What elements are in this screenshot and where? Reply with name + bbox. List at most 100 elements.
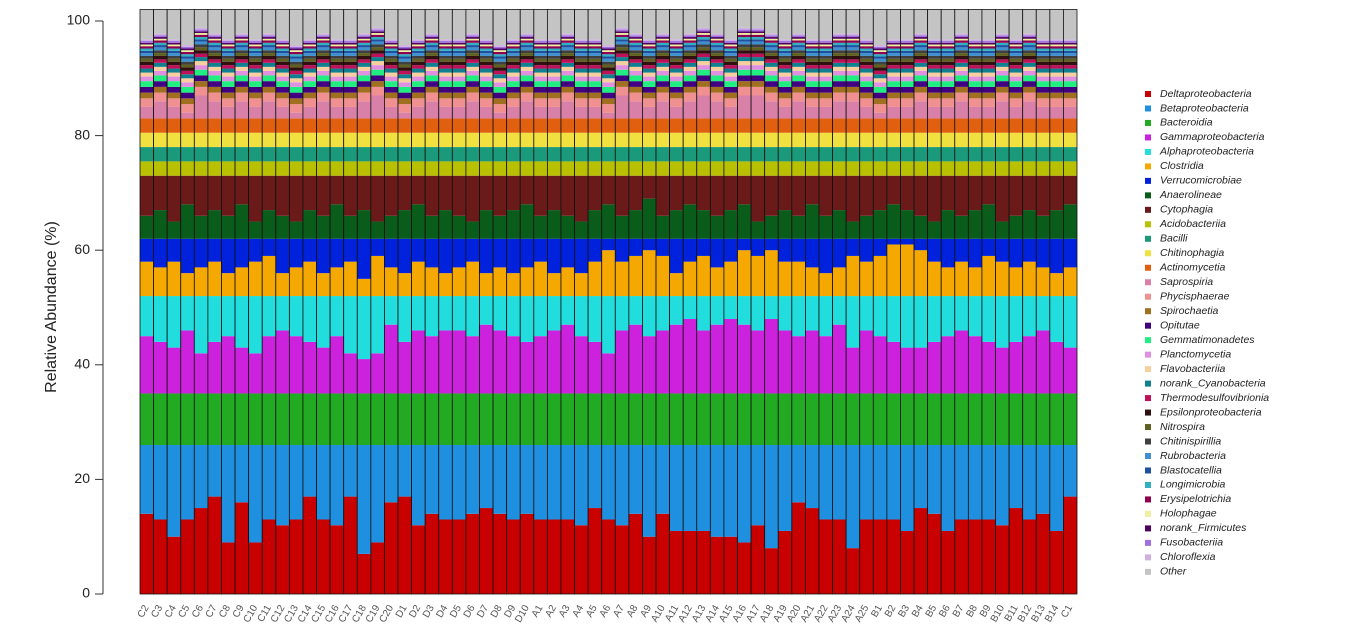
bar-segment: [520, 513, 534, 594]
bar-segment: [316, 347, 331, 394]
bar-segment: [914, 47, 928, 51]
bar-segment: [954, 161, 969, 176]
bar-segment: [357, 296, 371, 360]
bar-segment: [533, 48, 548, 51]
bar-segment: [859, 61, 874, 66]
bar-segment: [425, 267, 439, 297]
bar-segment: [669, 161, 684, 176]
bar-segment: [968, 9, 982, 40]
bar-segment: [398, 104, 412, 113]
bar-segment: [370, 27, 385, 30]
bar-segment: [384, 76, 399, 82]
bar-segment: [805, 132, 819, 148]
bar-segment: [235, 9, 249, 34]
bar-segment: [330, 86, 344, 93]
bar-segment: [493, 61, 507, 65]
bar-segment: [751, 330, 765, 394]
bar-segment: [1063, 72, 1077, 77]
bar-segment: [479, 46, 494, 49]
bar-segment: [588, 41, 602, 43]
bar-segment: [180, 70, 195, 75]
bar-segment: [615, 61, 629, 66]
bar-segment: [723, 53, 738, 56]
bar-segment: [1063, 238, 1077, 268]
bar-segment: [302, 92, 317, 99]
bar-segment: [465, 55, 480, 60]
bar-segment: [493, 296, 507, 331]
bar-segment: [914, 147, 928, 162]
bar-segment: [669, 393, 684, 446]
bar-segment: [805, 53, 819, 56]
bar-segment: [235, 92, 249, 102]
bar-segment: [900, 106, 915, 119]
bar-segment: [411, 53, 426, 56]
bar-segment: [615, 95, 629, 119]
bar-segment: [316, 33, 331, 36]
bar-segment: [370, 175, 385, 222]
bar-segment: [248, 46, 263, 49]
bar-segment: [886, 204, 901, 239]
bar-segment: [886, 50, 901, 54]
bar-segment: [506, 41, 521, 43]
bar-segment: [533, 393, 548, 446]
bar-segment: [886, 39, 901, 42]
bar-segment: [221, 238, 236, 274]
bar-segment: [452, 132, 466, 148]
bar-segment: [764, 445, 779, 549]
bar-segment: [316, 101, 331, 119]
bar-segment: [479, 324, 494, 394]
bar-segment: [520, 267, 534, 297]
bar-segment: [968, 210, 982, 239]
bar-segment: [954, 9, 969, 34]
bar-segment: [316, 75, 331, 82]
bar-segment: [818, 215, 833, 239]
bar-segment: [370, 65, 385, 70]
bar-segment: [846, 62, 860, 67]
bar-segment: [574, 296, 589, 337]
bar-segment: [737, 27, 752, 30]
bar-segment: [588, 296, 602, 342]
bar-segment: [248, 81, 263, 87]
bar-segment: [1049, 210, 1064, 239]
bar-segment: [656, 55, 670, 60]
bar-segment: [370, 31, 385, 34]
bar-segment: [981, 53, 996, 56]
bar-segment: [560, 238, 575, 268]
bar-segment: [1036, 86, 1050, 93]
bar-segment: [343, 53, 358, 56]
bar-segment: [1009, 98, 1023, 107]
bar-segment: [628, 53, 643, 56]
bar-segment: [873, 238, 887, 256]
bar-segment: [981, 39, 996, 42]
legend-label: Opitutae: [1160, 319, 1200, 331]
bar-segment: [846, 445, 860, 549]
bar-segment: [751, 393, 765, 446]
legend-label: Saprospiria: [1160, 276, 1213, 288]
bar-segment: [316, 55, 331, 60]
bar-segment: [506, 86, 521, 93]
bar-segment: [615, 118, 629, 133]
bar-segment: [194, 267, 208, 297]
bar-segment: [574, 445, 589, 526]
bar-segment: [588, 42, 602, 45]
bar-segment: [465, 35, 480, 38]
bar-segment: [370, 393, 385, 446]
legend-swatch: [1145, 221, 1151, 228]
bar-segment: [642, 86, 657, 93]
bar-segment: [859, 55, 874, 59]
bar-segment: [370, 34, 385, 38]
bar-segment: [493, 54, 507, 57]
bar-segment: [995, 53, 1010, 56]
bar-segment: [398, 48, 412, 51]
bar-segment: [275, 161, 290, 176]
bar-segment: [1063, 44, 1077, 47]
bar-segment: [1063, 296, 1077, 348]
bar-segment: [900, 55, 915, 59]
bar-segment: [506, 175, 521, 211]
bar-segment: [411, 296, 426, 331]
bar-segment: [533, 519, 548, 594]
bar-segment: [547, 330, 561, 394]
bar-segment: [805, 296, 819, 331]
bar-segment: [1036, 132, 1050, 148]
bar-segment: [167, 42, 181, 45]
